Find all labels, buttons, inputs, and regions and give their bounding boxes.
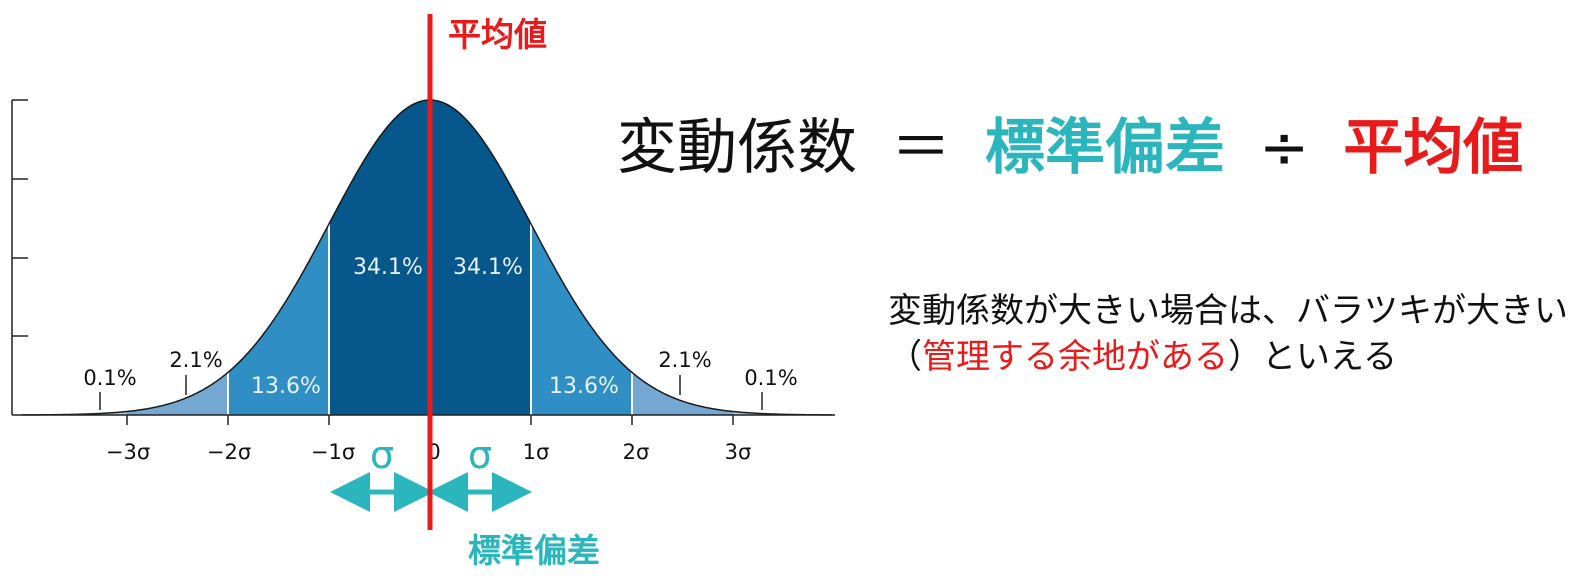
tick-label-pos1: 1σ: [523, 440, 550, 464]
tick-label-neg1: −1σ: [311, 440, 355, 464]
label-leader-lines: [99, 375, 763, 410]
std-dev-label: 標準偏差: [468, 531, 600, 570]
description-part2: ）といえる: [1228, 337, 1397, 377]
tick-label-neg2: −2σ: [207, 440, 251, 464]
pct-tail-left: 0.1%: [83, 366, 136, 390]
pct-middle-left: 13.6%: [251, 374, 321, 399]
tick-label-neg3: −3σ: [106, 440, 150, 464]
pct-tail-right: 0.1%: [744, 366, 797, 390]
pct-inner-right: 34.1%: [453, 255, 523, 280]
sigma-symbol-right: σ: [468, 433, 492, 477]
formula-divide: ÷: [1259, 113, 1310, 183]
y-axis-ticks: [12, 99, 28, 337]
description-text: 変動係数が大きい場合は、バラツキが大きい（管理する余地がある）といえる: [888, 288, 1568, 380]
description-part1: 変動係数が大きい場合は、バラツキが大きい（: [888, 291, 1568, 377]
band-separators: [227, 223, 633, 415]
band-tail-right: [733, 411, 832, 415]
pct-outer-right: 2.1%: [658, 348, 711, 372]
description-highlight: 管理する余地がある: [922, 337, 1228, 377]
tick-label-pos3: 3σ: [725, 440, 752, 464]
formula-numerator: 標準偏差: [985, 113, 1225, 183]
tick-label-pos2: 2σ: [623, 440, 650, 464]
mean-label: 平均値: [448, 15, 547, 54]
formula-equals: ＝: [891, 113, 951, 183]
formula-lhs: 変動係数: [617, 113, 857, 183]
band-outer-right: [632, 372, 733, 415]
pct-inner-left: 34.1%: [353, 255, 423, 280]
formula-denominator: 平均値: [1343, 113, 1524, 183]
coefficient-formula: 変動係数 ＝ 標準偏差 ÷ 平均値: [617, 108, 1523, 188]
pct-middle-right: 13.6%: [549, 374, 619, 399]
pct-outer-left: 2.1%: [169, 348, 222, 372]
bell-curve: [21, 99, 833, 416]
sigma-symbol-left: σ: [370, 433, 394, 477]
band-outer-left: [127, 372, 228, 415]
